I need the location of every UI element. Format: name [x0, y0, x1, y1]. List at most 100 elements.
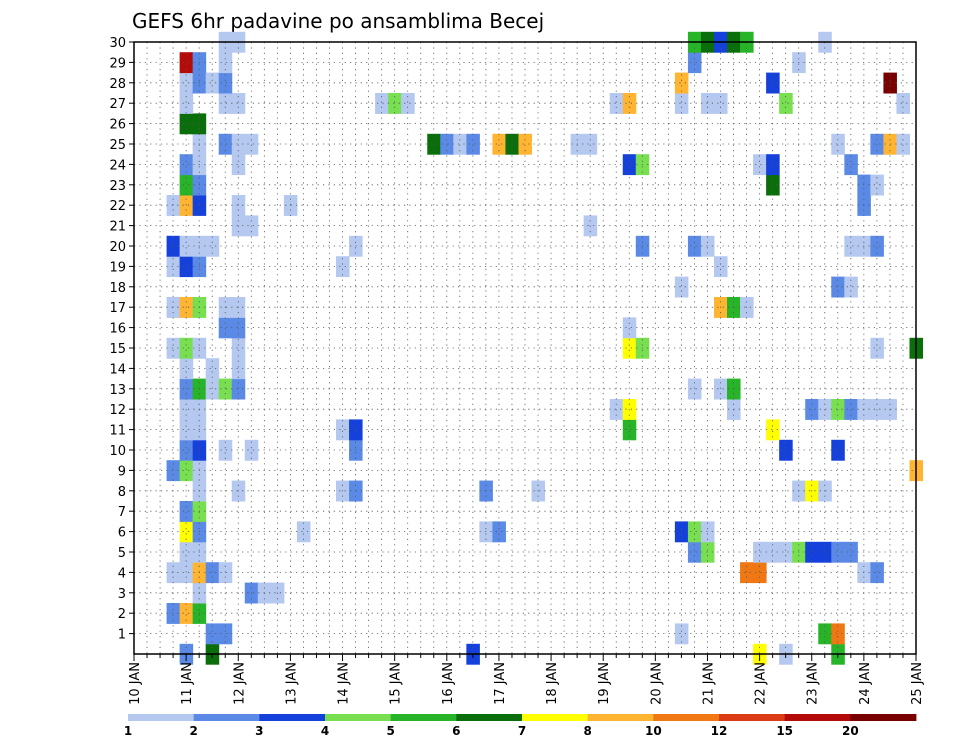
precip-cell [766, 154, 780, 176]
precip-cell [179, 562, 194, 584]
x-tick-label: 18 JAN [545, 662, 560, 705]
y-tick-label: 23 [109, 179, 126, 194]
colorbar-label: 8 [583, 724, 591, 738]
precip-cell [231, 93, 246, 114]
precip-cell [831, 439, 845, 461]
precip-cell [166, 603, 181, 624]
x-tick-label: 15 JAN [389, 662, 404, 705]
precip-cell [805, 541, 819, 563]
x-tick-label: 19 JAN [597, 662, 612, 705]
precip-cell [244, 133, 259, 155]
precip-cell [244, 439, 259, 461]
y-tick-label: 24 [109, 158, 126, 173]
precip-cell [205, 358, 220, 380]
precip-cell [179, 460, 194, 482]
precip-cell [740, 562, 754, 584]
y-tick-label: 14 [109, 362, 126, 377]
precip-cell [492, 133, 506, 155]
x-tick-label: 20 JAN [649, 662, 664, 705]
y-tick-label: 16 [109, 322, 126, 337]
y-tick-label: 19 [109, 260, 126, 275]
colorbar-swatch [850, 714, 917, 721]
x-tick-label: 14 JAN [337, 662, 352, 705]
x-tick-label: 23 JAN [806, 662, 821, 705]
x-tick-label: 25 JAN [910, 662, 925, 705]
y-tick-label: 4 [118, 566, 126, 581]
precip-cell [700, 541, 715, 563]
y-tick-label: 25 [109, 138, 126, 153]
precip-cell [779, 439, 793, 461]
precip-cell [218, 562, 233, 584]
precip-cell [218, 52, 233, 74]
colorbar-swatch [653, 714, 720, 721]
colorbar-label: 15 [776, 724, 793, 738]
colorbar-swatch [719, 714, 786, 721]
precip-cell [179, 154, 194, 176]
precip-cell [766, 419, 780, 441]
precip-cell [870, 174, 884, 196]
precip-cell [844, 154, 858, 176]
precip-cell [492, 521, 506, 543]
precip-cell [166, 195, 181, 216]
precip-cell [687, 52, 702, 74]
y-tick-label: 6 [118, 526, 126, 541]
x-tick-label: 13 JAN [284, 662, 299, 705]
y-tick-label: 10 [109, 444, 126, 459]
precip-cell [179, 358, 194, 380]
precip-cell [622, 337, 637, 359]
colorbar-swatch [784, 714, 851, 721]
precip-cell [622, 317, 637, 339]
colorbar-label: 3 [255, 724, 263, 738]
x-tick-label: 22 JAN [754, 662, 769, 705]
y-tick-label: 9 [118, 464, 126, 479]
precip-cell [674, 521, 689, 543]
y-tick-label: 2 [118, 607, 126, 622]
precip-cell [779, 93, 793, 114]
precip-cell [166, 562, 181, 584]
precip-cell [818, 541, 832, 563]
precip-cell [518, 133, 533, 155]
y-tick-label: 7 [118, 505, 126, 520]
precip-cell [870, 337, 884, 359]
y-tick-label: 13 [109, 383, 126, 398]
colorbar-swatch [325, 714, 392, 721]
y-tick-label: 3 [118, 587, 126, 602]
precip-cell [166, 337, 181, 359]
precip-cell [205, 562, 220, 584]
y-tick-label: 8 [118, 485, 126, 500]
precip-cell [713, 256, 728, 278]
precip-cell [831, 541, 845, 563]
colorbar-label: 4 [321, 724, 329, 738]
colorbar-swatch [587, 714, 654, 721]
x-tick-label: 21 JAN [701, 662, 716, 705]
precip-cell [205, 378, 220, 400]
precip-cell [870, 235, 884, 257]
precip-cell [166, 235, 181, 257]
precip-cell [831, 276, 845, 298]
precip-cell [713, 93, 728, 114]
y-tick-label: 15 [109, 342, 126, 357]
colorbar-label: 6 [452, 724, 460, 738]
precip-cell [179, 521, 194, 543]
y-tick-label: 12 [109, 403, 126, 418]
x-tick-label: 10 JAN [128, 662, 143, 705]
precip-cell [179, 256, 194, 278]
precip-cell [440, 133, 454, 155]
precip-cell [896, 133, 910, 155]
precip-cell [687, 235, 702, 257]
precip-cell [401, 93, 415, 114]
x-tick-label: 17 JAN [493, 662, 508, 705]
precip-cell [622, 93, 637, 114]
precip-cell [831, 623, 845, 645]
y-tick-label: 28 [109, 77, 126, 92]
precip-cell [179, 439, 194, 461]
colorbar-swatch [522, 714, 589, 721]
colorbar-label: 5 [386, 724, 394, 738]
precip-cell [844, 235, 858, 257]
precip-cell [179, 337, 194, 359]
precip-cell [296, 521, 311, 543]
precip-cell [231, 337, 246, 359]
y-tick-label: 30 [109, 36, 126, 51]
precip-cell [166, 460, 181, 482]
